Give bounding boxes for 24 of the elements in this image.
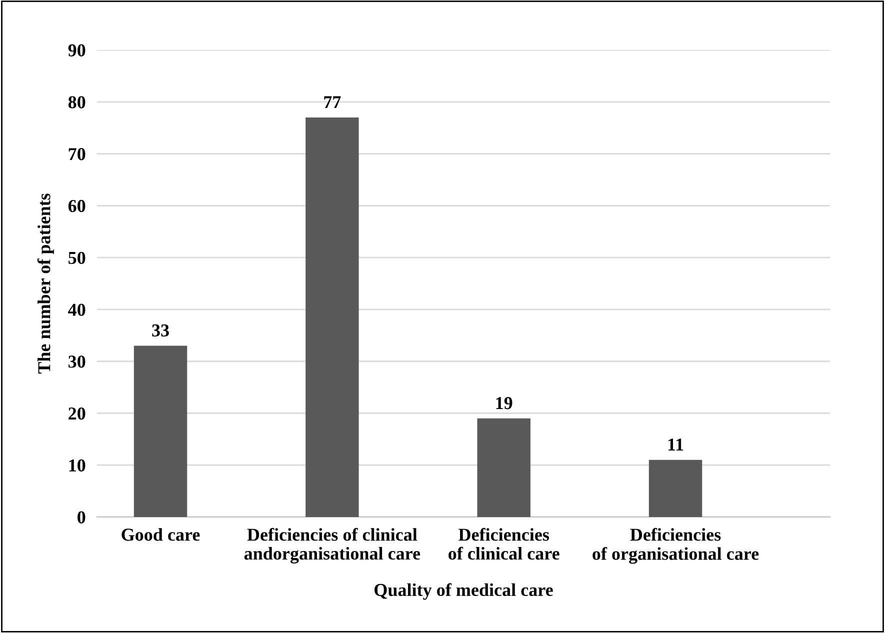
y-tick-label: 50 [68,252,86,264]
x-tick-label: Good care [122,528,200,541]
data-label: 33 [152,324,169,337]
y-tick-label: 30 [68,356,86,368]
x-tick-label: Deficiencies of clinical care [448,528,560,560]
y-tick-label: 60 [68,200,86,212]
bar [306,117,359,517]
y-tick-label: 90 [68,44,86,56]
bar [477,418,530,517]
x-tick-label: Deficiencies of clinical andorganisational care [244,528,420,564]
data-label: 77 [324,96,341,108]
y-tick-label: 20 [68,407,86,420]
y-tick-label: 80 [68,96,86,108]
y-tick-label: 70 [68,148,86,160]
y-tick-label: 10 [69,459,86,472]
bar [134,346,188,517]
y-tick-label: 0 [78,511,86,524]
bar [648,460,702,517]
x-axis-title: Quality of medical care [374,583,553,600]
y-tick-label: 40 [68,304,86,316]
x-tick-label: Deficiencies of organisational care [592,528,759,564]
data-label: 19 [496,397,512,410]
y-axis-title: The number of patients [37,194,54,374]
data-label: 11 [668,438,684,451]
